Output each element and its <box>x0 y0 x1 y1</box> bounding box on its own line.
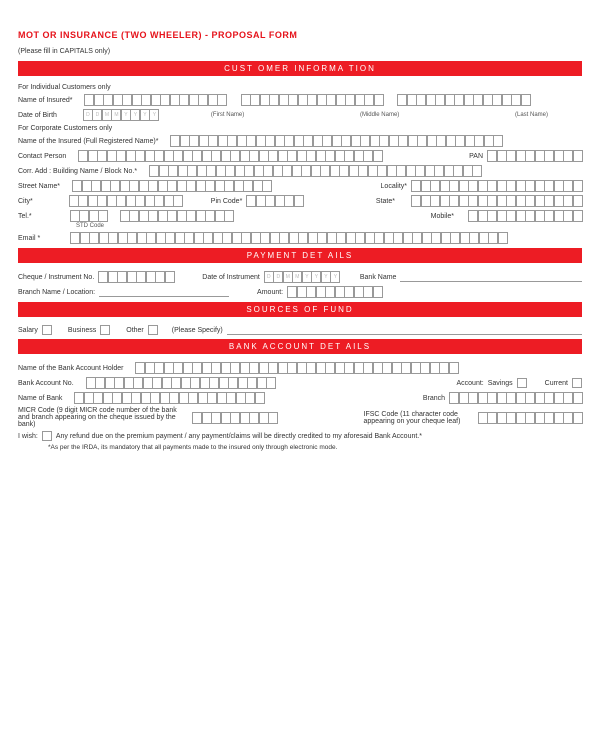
date-instr-boxes[interactable]: DDMMYYYY <box>264 271 340 283</box>
business-checkbox[interactable] <box>100 325 110 335</box>
corr-label: Corr. Add : Building Name / Block No.* <box>18 168 137 175</box>
namebank-boxes[interactable] <box>74 392 264 404</box>
wish-checkbox[interactable] <box>42 431 52 441</box>
contact-boxes[interactable] <box>78 150 382 162</box>
individual-label: For Individual Customers only <box>18 84 582 91</box>
current-label: Current <box>545 380 568 387</box>
street-label: Street Name* <box>18 183 60 190</box>
acctno-boxes[interactable] <box>86 377 276 389</box>
section-bank: BANK ACCOUNT DET AILS <box>18 339 582 354</box>
irda-note: *As per the IRDA, its mandatory that all… <box>18 444 582 451</box>
ifsc-boxes[interactable] <box>478 412 583 424</box>
pincode-label: Pin Code* <box>211 198 243 205</box>
amount-boxes[interactable] <box>287 286 382 298</box>
email-label: Email * <box>18 235 40 242</box>
cheque-boxes[interactable] <box>98 271 174 283</box>
current-checkbox[interactable] <box>572 378 582 388</box>
branchloc-label: Branch Name / Location: <box>18 289 95 296</box>
salary-label: Salary <box>18 327 38 334</box>
specify-label: (Please Specify) <box>172 327 223 334</box>
mobile-boxes[interactable] <box>468 210 582 222</box>
bankname-line[interactable] <box>400 272 582 282</box>
email-boxes[interactable] <box>70 232 507 244</box>
dob-boxes[interactable]: DDMMYYYY <box>83 109 159 121</box>
micr-label: MICR Code (9 digit MICR code number of t… <box>18 407 188 428</box>
tel-std-boxes[interactable] <box>70 210 108 222</box>
fullname-label: Name of the Insured (Full Registered Nam… <box>18 138 158 145</box>
other-label: Other <box>126 327 144 334</box>
acctno-label: Bank Account No. <box>18 380 74 387</box>
last-name-boxes[interactable] <box>397 94 530 106</box>
specify-line[interactable] <box>227 325 582 335</box>
state-label: State* <box>376 198 395 205</box>
other-checkbox[interactable] <box>148 325 158 335</box>
pan-boxes[interactable] <box>487 150 582 162</box>
business-label: Business <box>68 327 96 334</box>
last-name-hint: (Last Name) <box>515 112 548 118</box>
date-instr-label: Date of Instrument <box>202 274 260 281</box>
middle-name-hint: (Middle Name) <box>360 112 399 118</box>
fullname-boxes[interactable] <box>170 135 503 147</box>
holder-label: Name of the Bank Account Holder <box>18 365 123 372</box>
tel-num-boxes[interactable] <box>120 210 234 222</box>
pan-label: PAN <box>469 153 483 160</box>
ifsc-label: IFSC Code (11 character code appearing o… <box>364 411 474 425</box>
locality-boxes[interactable] <box>411 180 582 192</box>
amount-label: Amount: <box>257 289 283 296</box>
micr-boxes[interactable] <box>192 412 278 424</box>
city-label: City* <box>18 198 33 205</box>
state-boxes[interactable] <box>411 195 582 207</box>
savings-label: Savings <box>488 380 513 387</box>
name-insured-label: Name of Insured* <box>18 97 72 104</box>
salary-checkbox[interactable] <box>42 325 52 335</box>
account-label: Account: <box>457 380 484 387</box>
cheque-label: Cheque / Instrument No. <box>18 274 94 281</box>
branchloc-line[interactable] <box>99 287 229 297</box>
dob-label: Date of Birth <box>18 112 57 119</box>
city-boxes[interactable] <box>69 195 183 207</box>
mobile-label: Mobile* <box>431 213 454 220</box>
wish-text: Any refund due on the premium payment / … <box>56 433 422 440</box>
locality-label: Locality* <box>381 183 407 190</box>
section-sources: SOURCES OF FUND <box>18 302 582 317</box>
bankname-label: Bank Name <box>360 274 397 281</box>
middle-name-boxes[interactable] <box>241 94 384 106</box>
street-boxes[interactable] <box>72 180 272 192</box>
branch-label: Branch <box>423 395 445 402</box>
contact-label: Contact Person <box>18 153 66 160</box>
section-payment: PAYMENT DET AILS <box>18 248 582 263</box>
holder-boxes[interactable] <box>135 362 458 374</box>
corr-boxes[interactable] <box>149 165 482 177</box>
corporate-label: For Corporate Customers only <box>18 125 582 132</box>
branch-boxes[interactable] <box>449 392 582 404</box>
form-title: MOT OR INSURANCE (TWO WHEELER) - PROPOSA… <box>18 30 582 40</box>
savings-checkbox[interactable] <box>517 378 527 388</box>
first-name-boxes[interactable] <box>84 94 227 106</box>
pincode-boxes[interactable] <box>246 195 303 207</box>
section-customer: CUST OMER INFORMA TION <box>18 61 582 76</box>
std-code-hint: STD Code <box>76 223 104 229</box>
tel-label: Tel.* <box>18 213 32 220</box>
first-name-hint: (First Name) <box>211 112 244 118</box>
namebank-label: Name of Bank <box>18 395 62 402</box>
capitals-note: (Please fill in CAPITALS only) <box>18 48 582 55</box>
wish-label: I wish: <box>18 433 38 440</box>
